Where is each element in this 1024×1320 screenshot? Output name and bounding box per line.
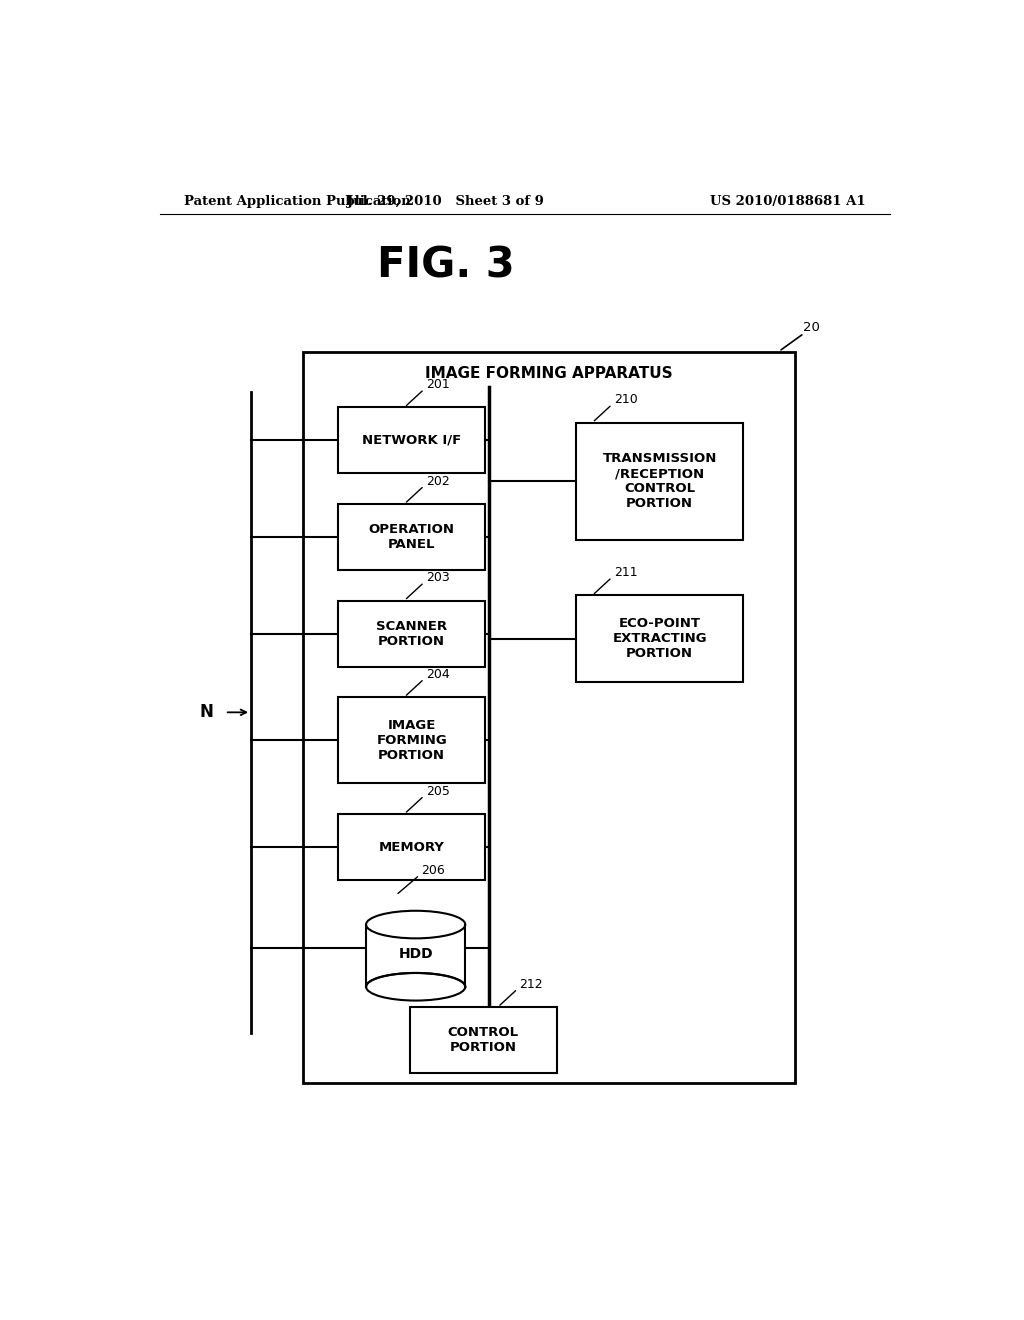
- Bar: [338, 601, 485, 667]
- Text: 20: 20: [803, 321, 819, 334]
- Ellipse shape: [367, 973, 465, 1001]
- Bar: [338, 814, 485, 880]
- Bar: [577, 595, 743, 682]
- Text: Patent Application Publication: Patent Application Publication: [183, 194, 411, 207]
- Text: 210: 210: [613, 393, 637, 407]
- Text: US 2010/0188681 A1: US 2010/0188681 A1: [711, 194, 866, 207]
- Text: 211: 211: [613, 566, 637, 579]
- Bar: [410, 1007, 557, 1073]
- Ellipse shape: [368, 974, 464, 999]
- Text: 202: 202: [426, 475, 450, 487]
- Bar: [577, 422, 743, 540]
- Bar: [338, 408, 485, 474]
- Text: ECO-POINT
EXTRACTING
PORTION: ECO-POINT EXTRACTING PORTION: [612, 618, 707, 660]
- Text: MEMORY: MEMORY: [379, 841, 444, 854]
- Text: HDD: HDD: [398, 946, 433, 961]
- Text: Jul. 29, 2010   Sheet 3 of 9: Jul. 29, 2010 Sheet 3 of 9: [347, 194, 544, 207]
- Text: IMAGE FORMING APPARATUS: IMAGE FORMING APPARATUS: [425, 367, 673, 381]
- Text: 206: 206: [421, 865, 445, 876]
- Text: 205: 205: [426, 784, 450, 797]
- Text: FIG. 3: FIG. 3: [377, 244, 514, 286]
- Text: 203: 203: [426, 572, 450, 585]
- Bar: [303, 351, 795, 1084]
- Text: 201: 201: [426, 378, 450, 391]
- Bar: [367, 924, 465, 987]
- Text: SCANNER
PORTION: SCANNER PORTION: [376, 619, 447, 648]
- Text: IMAGE
FORMING
PORTION: IMAGE FORMING PORTION: [377, 719, 447, 762]
- Text: OPERATION
PANEL: OPERATION PANEL: [369, 523, 455, 550]
- Bar: [338, 504, 485, 570]
- Text: 204: 204: [426, 668, 450, 681]
- Text: NETWORK I/F: NETWORK I/F: [362, 434, 462, 447]
- Text: 212: 212: [519, 978, 543, 991]
- Text: CONTROL
PORTION: CONTROL PORTION: [447, 1026, 519, 1055]
- Ellipse shape: [367, 911, 465, 939]
- Bar: [338, 697, 485, 784]
- Text: N: N: [200, 704, 214, 721]
- Text: TRANSMISSION
/RECEPTION
CONTROL
PORTION: TRANSMISSION /RECEPTION CONTROL PORTION: [602, 453, 717, 510]
